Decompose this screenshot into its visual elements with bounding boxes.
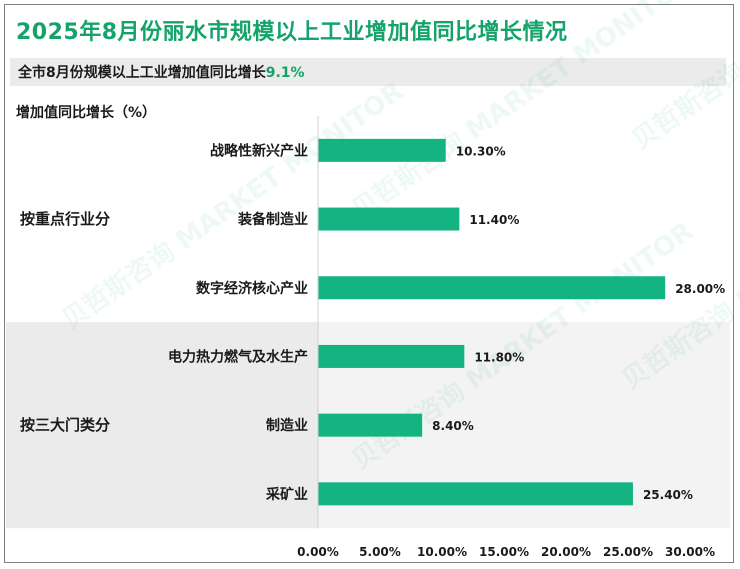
x-tick-label: 30.00% bbox=[665, 545, 715, 559]
category-label: 装备制造业 bbox=[237, 211, 308, 228]
bar bbox=[318, 413, 423, 437]
bar bbox=[318, 207, 460, 231]
y-axis-title: 增加值同比增长（%） bbox=[16, 105, 157, 121]
category-label: 制造业 bbox=[266, 417, 308, 434]
category-label: 电力热力燃气及水生产 bbox=[168, 348, 308, 365]
group-label: 按三大门类分 bbox=[20, 416, 110, 434]
x-tick-label: 10.00% bbox=[417, 545, 467, 559]
data-label: 25.40% bbox=[643, 488, 693, 502]
bar bbox=[318, 276, 666, 300]
bar bbox=[318, 482, 633, 506]
watermark-text: 贝哲斯咨询 MARKET MONITOR bbox=[346, 0, 699, 226]
data-label: 28.00% bbox=[675, 282, 725, 296]
data-label: 10.30% bbox=[456, 144, 506, 158]
bar bbox=[318, 344, 465, 368]
subtitle-value: 9.1% bbox=[265, 65, 305, 81]
subtitle-prefix: 全市8月份规模以上工业增加值同比增长 bbox=[18, 65, 266, 81]
group-band bbox=[6, 322, 318, 529]
x-tick-label: 5.00% bbox=[359, 545, 401, 559]
x-tick-label: 20.00% bbox=[541, 545, 591, 559]
group-label: 按重点行业分 bbox=[20, 210, 110, 228]
subtitle-text: 全市8月份规模以上工业增加值同比增长9.1% bbox=[18, 62, 305, 82]
subtitle-banner: 全市8月份规模以上工业增加值同比增长9.1% bbox=[10, 58, 726, 86]
data-label: 11.80% bbox=[474, 350, 524, 364]
data-label: 11.40% bbox=[469, 213, 519, 227]
x-tick-label: 15.00% bbox=[479, 545, 529, 559]
x-tick-label: 25.00% bbox=[603, 545, 653, 559]
category-label: 采矿业 bbox=[265, 486, 308, 503]
bar bbox=[318, 138, 446, 162]
data-label: 8.40% bbox=[432, 419, 474, 433]
category-label: 数字经济核心产业 bbox=[196, 280, 308, 297]
x-tick-label: 0.00% bbox=[297, 545, 339, 559]
category-label: 战略性新兴产业 bbox=[210, 142, 308, 159]
chart-title: 2025年8月份丽水市规模以上工业增加值同比增长情况 bbox=[16, 20, 568, 45]
